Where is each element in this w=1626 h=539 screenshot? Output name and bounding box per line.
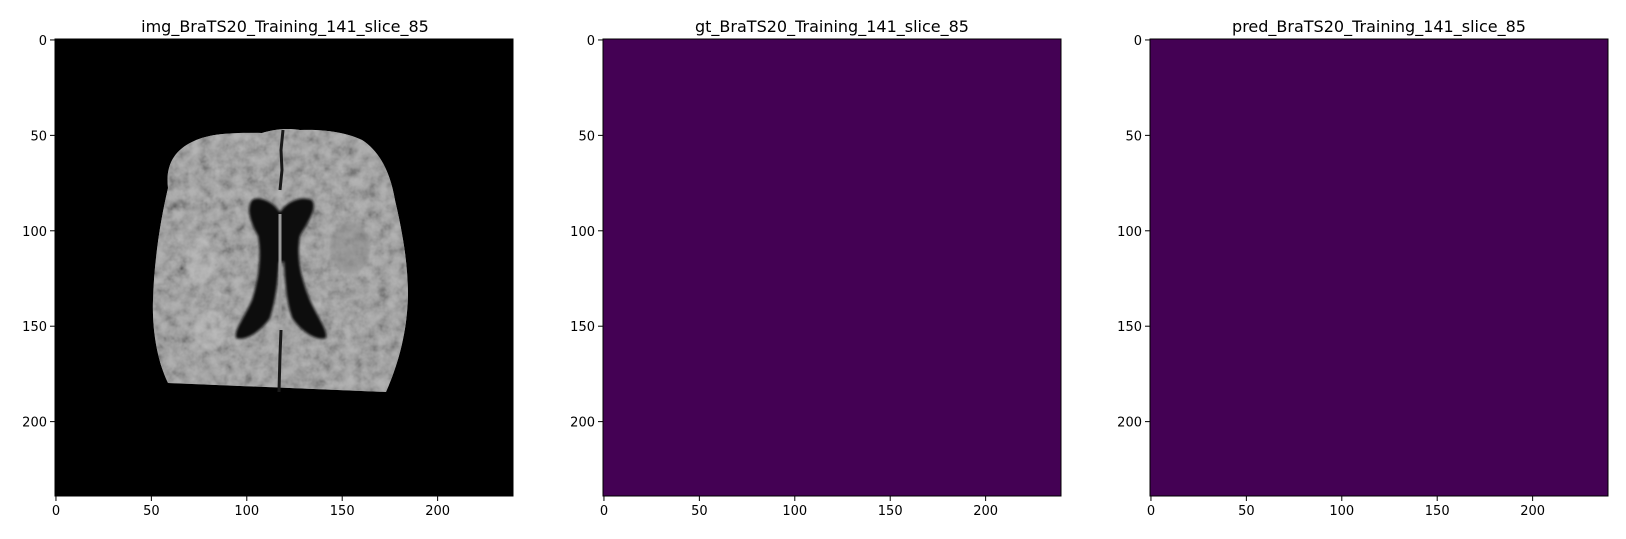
- x-tick-label: 0: [1147, 504, 1155, 519]
- mask-area-gt: [603, 39, 1061, 496]
- y-tick-label: 150: [1117, 320, 1142, 335]
- x-tick-label: 150: [878, 504, 903, 519]
- x-tick-label: 0: [52, 504, 60, 519]
- x-tick-label: 150: [1425, 504, 1450, 519]
- y-tick-label: 50: [578, 129, 595, 144]
- panel-img: img_BraTS20_Training_141_slice_85 0 50 100…: [22, 17, 514, 519]
- x-tick-label: 50: [691, 504, 708, 519]
- x-tick-label: 200: [425, 504, 450, 519]
- y-tick-label: 200: [570, 416, 595, 431]
- y-tick-label: 0: [1134, 34, 1142, 49]
- y-tick-label: 50: [30, 129, 47, 144]
- panel-gt: gt_BraTS20_Training_141_slice_85 0 50 100 1…: [570, 17, 1062, 519]
- y-tick-label: 100: [570, 225, 595, 240]
- panel-title-pred: pred_BraTS20_Training_141_slice_85: [1232, 17, 1526, 37]
- y-tick-label: 150: [570, 320, 595, 335]
- x-tick-label: 200: [1520, 504, 1545, 519]
- y-tick-label: 100: [1117, 225, 1142, 240]
- axis-ticks-gt: 0 50 100 150 200 0 50 100 150 200: [570, 34, 998, 519]
- y-tick-label: 200: [22, 416, 47, 431]
- x-tick-label: 100: [1329, 504, 1354, 519]
- y-tick-label: 0: [587, 34, 595, 49]
- x-tick-label: 150: [330, 504, 355, 519]
- axes-frame-img: [54, 38, 514, 497]
- y-tick-label: 150: [22, 320, 47, 335]
- y-tick-label: 200: [1117, 416, 1142, 431]
- y-tick-label: 100: [22, 225, 47, 240]
- y-tick-label: 50: [1125, 129, 1142, 144]
- axis-ticks-img: 0 50 100 150 200 0 50 100 150 200: [22, 34, 450, 519]
- brain-mri-image: [152, 129, 408, 393]
- panel-title-img: img_BraTS20_Training_141_slice_85: [141, 17, 429, 37]
- axes-frame-gt: [602, 38, 1062, 497]
- x-tick-label: 100: [782, 504, 807, 519]
- x-tick-label: 50: [143, 504, 160, 519]
- x-tick-label: 50: [1238, 504, 1255, 519]
- mask-area-pred: [1150, 39, 1608, 496]
- panel-pred: pred_BraTS20_Training_141_slice_85 0 50 10…: [1117, 17, 1609, 519]
- y-tick-label: 0: [39, 34, 47, 49]
- x-tick-label: 100: [234, 504, 259, 519]
- x-tick-label: 200: [973, 504, 998, 519]
- axes-frame-pred: [1149, 38, 1609, 497]
- x-tick-label: 0: [600, 504, 608, 519]
- axis-ticks-pred: 0 50 100 150 200 0 50 100 150 200: [1117, 34, 1545, 519]
- panel-title-gt: gt_BraTS20_Training_141_slice_85: [695, 17, 969, 37]
